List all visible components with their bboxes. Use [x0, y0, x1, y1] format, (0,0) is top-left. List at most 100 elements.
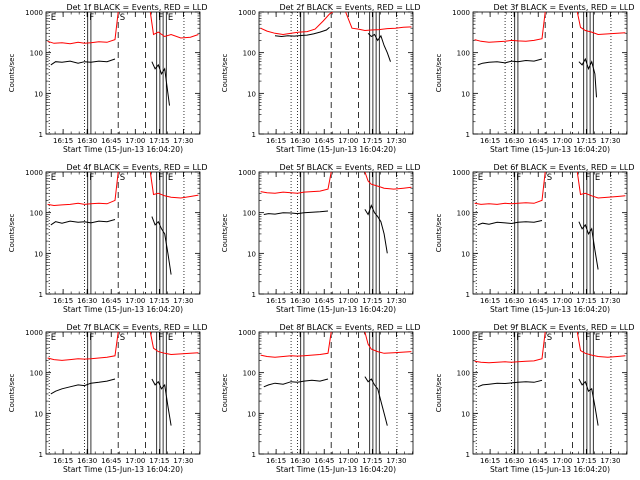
- plot-frame: [258, 331, 414, 455]
- plot-frame: [45, 171, 201, 295]
- marker-label: F: [516, 333, 521, 343]
- x-tick-label: 17:30: [600, 457, 620, 465]
- y-axis-label: Counts/sec: [8, 214, 16, 253]
- lld-series-line: [149, 12, 199, 39]
- x-axis-label: Start Time (15-Jun-13 16:04:20): [490, 465, 610, 474]
- x-tick-label: 17:00: [338, 297, 358, 305]
- y-tick-label: 10: [461, 250, 470, 258]
- chart-title: Det 2f BLACK = Events, RED = LLD: [279, 3, 420, 12]
- y-tick-label: 10: [461, 410, 470, 418]
- x-tick-label: 16:30: [504, 457, 524, 465]
- x-tick-label: 17:00: [125, 297, 145, 305]
- detector-chart-9: Det 9f BLACK = Events, RED = LLD 1 10 100 10…: [435, 323, 635, 474]
- x-tick-label: 16:30: [77, 137, 97, 145]
- marker-label: S: [120, 173, 125, 183]
- y-tick-label: 1: [466, 131, 470, 139]
- y-tick-label: 1: [39, 291, 43, 299]
- marker-label: E: [51, 333, 56, 343]
- lld-series-line: [149, 172, 199, 199]
- events-series-line: [364, 204, 388, 254]
- marker-label: E: [168, 13, 173, 23]
- chart-title: Det 4f BLACK = Events, RED = LLD: [66, 163, 207, 172]
- x-tick-label: 17:30: [600, 137, 620, 145]
- y-tick-label: 1: [466, 291, 470, 299]
- marker-label: F: [89, 333, 94, 343]
- plot-frame: [472, 11, 628, 135]
- x-tick-label: 16:45: [314, 137, 334, 145]
- marker-label: E: [478, 173, 483, 183]
- marker-label: S: [547, 173, 552, 183]
- plot-frame: [258, 171, 414, 295]
- x-axis-label: Start Time (15-Jun-13 16:04:20): [276, 145, 396, 154]
- x-tick-label: 16:30: [290, 137, 310, 145]
- x-tick-label: 16:30: [504, 297, 524, 305]
- y-tick-label: 100: [30, 210, 43, 218]
- x-tick-label: 16:30: [77, 457, 97, 465]
- x-tick-label: 16:45: [101, 137, 121, 145]
- marker-label: F: [89, 173, 94, 183]
- lld-series-line: [149, 332, 199, 356]
- x-tick-label: 17:00: [552, 457, 572, 465]
- x-tick-label: 17:30: [173, 297, 193, 305]
- x-tick-label: 16:15: [266, 137, 286, 145]
- lld-series-line: [576, 332, 626, 358]
- y-tick-label: 1: [39, 451, 43, 459]
- y-axis-label: Counts/sec: [8, 374, 16, 413]
- y-tick-label: 1000: [452, 9, 470, 17]
- chart-title: Det 3f BLACK = Events, RED = LLD: [493, 3, 634, 12]
- x-tick-label: 17:15: [576, 137, 596, 145]
- marker-label: F: [585, 173, 590, 183]
- y-tick-label: 100: [457, 370, 470, 378]
- y-tick-label: 100: [243, 210, 256, 218]
- lld-series-line: [47, 12, 119, 45]
- marker-label: S: [120, 13, 125, 23]
- marker-label: S: [120, 333, 125, 343]
- y-tick-label: 100: [243, 50, 256, 58]
- chart-title: Det 8f BLACK = Events, RED = LLD: [279, 323, 420, 332]
- plot-frame: [45, 11, 201, 135]
- y-tick-label: 10: [461, 90, 470, 98]
- events-series-line: [578, 378, 599, 426]
- marker-label: F: [585, 333, 590, 343]
- events-series-line: [50, 378, 116, 395]
- chart-title: Det 7f BLACK = Events, RED = LLD: [66, 323, 207, 332]
- x-tick-label: 17:15: [149, 457, 169, 465]
- events-series-line: [50, 58, 116, 66]
- y-axis-label: Counts/sec: [221, 374, 229, 413]
- x-tick-label: 16:15: [53, 457, 73, 465]
- plot-frame: [258, 11, 414, 135]
- marker-label: F: [158, 333, 163, 343]
- x-tick-label: 17:00: [125, 137, 145, 145]
- lld-series-line: [364, 172, 412, 190]
- y-axis-label: Counts/sec: [435, 54, 443, 93]
- x-tick-label: 16:15: [53, 297, 73, 305]
- lld-series-line: [474, 12, 546, 43]
- y-tick-label: 100: [457, 210, 470, 218]
- x-tick-label: 17:15: [149, 137, 169, 145]
- x-tick-label: 16:45: [314, 457, 334, 465]
- lld-series-line: [364, 332, 412, 354]
- x-axis-label: Start Time (15-Jun-13 16:04:20): [490, 145, 610, 154]
- x-tick-label: 17:15: [362, 137, 382, 145]
- y-tick-label: 100: [457, 50, 470, 58]
- x-tick-label: 16:45: [528, 137, 548, 145]
- x-axis-label: Start Time (15-Jun-13 16:04:20): [490, 305, 610, 314]
- y-tick-label: 1000: [238, 329, 256, 337]
- events-series-line: [477, 379, 543, 388]
- y-tick-label: 1: [252, 291, 256, 299]
- events-series-line: [50, 219, 116, 226]
- lld-series-line: [260, 12, 334, 36]
- chart-title: Det 6f BLACK = Events, RED = LLD: [493, 163, 634, 172]
- x-axis-label: Start Time (15-Jun-13 16:04:20): [63, 145, 183, 154]
- x-tick-label: 16:45: [528, 297, 548, 305]
- x-tick-label: 17:15: [362, 457, 382, 465]
- x-axis-label: Start Time (15-Jun-13 16:04:20): [63, 465, 183, 474]
- x-tick-label: 16:30: [504, 137, 524, 145]
- y-axis-label: Counts/sec: [435, 374, 443, 413]
- detector-chart-8: Det 8f BLACK = Events, RED = LLD 1 10 100 10…: [221, 323, 421, 474]
- chart-title: Det 1f BLACK = Events, RED = LLD: [66, 3, 207, 12]
- y-tick-label: 100: [30, 50, 43, 58]
- lld-series-line: [260, 172, 332, 194]
- lld-series-line: [474, 332, 546, 364]
